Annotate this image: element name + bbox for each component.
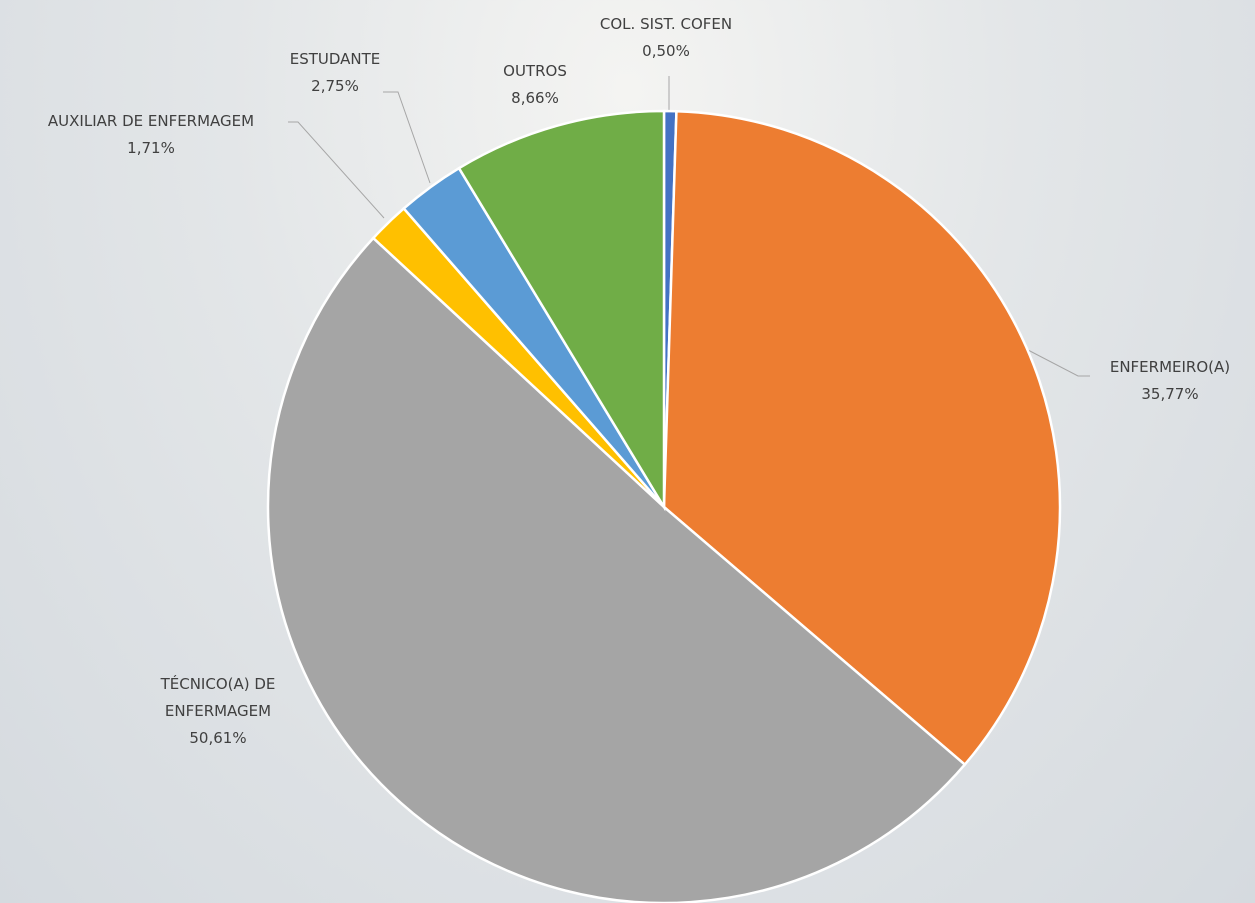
leader-line: [383, 91, 431, 184]
data-label: TÉCNICO(A) DE ENFERMAGEM 50,61%: [138, 671, 298, 752]
value-label: 50,61%: [189, 729, 247, 747]
value-label: 2,75%: [311, 77, 359, 95]
data-label: COL. SIST. COFEN 0,50%: [566, 11, 766, 65]
value-label: 8,66%: [511, 89, 559, 107]
category-label: AUXILIAR DE ENFERMAGEM: [47, 112, 255, 130]
category-label: ENFERMEIRO(A): [1109, 358, 1231, 376]
value-label: 0,50%: [642, 42, 690, 60]
leader-line: [288, 121, 385, 219]
pie-slice: [266, 236, 967, 903]
pie-slice: [662, 109, 1062, 767]
category-label: ESTUDANTE: [289, 50, 381, 68]
leader-line: [1027, 349, 1090, 377]
value-label: 35,77%: [1141, 385, 1199, 403]
data-label: ENFERMEIRO(A) 35,77%: [1070, 354, 1255, 408]
category-label: COL. SIST. COFEN: [599, 15, 733, 33]
pie-slice: [457, 109, 666, 512]
value-label: 1,71%: [127, 139, 175, 157]
data-label: ESTUDANTE 2,75%: [235, 46, 435, 100]
category-label: TÉCNICO(A) DE ENFERMAGEM: [160, 675, 276, 720]
data-label: OUTROS 8,66%: [435, 58, 635, 112]
data-label: AUXILIAR DE ENFERMAGEM 1,71%: [1, 108, 301, 162]
category-label: OUTROS: [503, 62, 567, 80]
